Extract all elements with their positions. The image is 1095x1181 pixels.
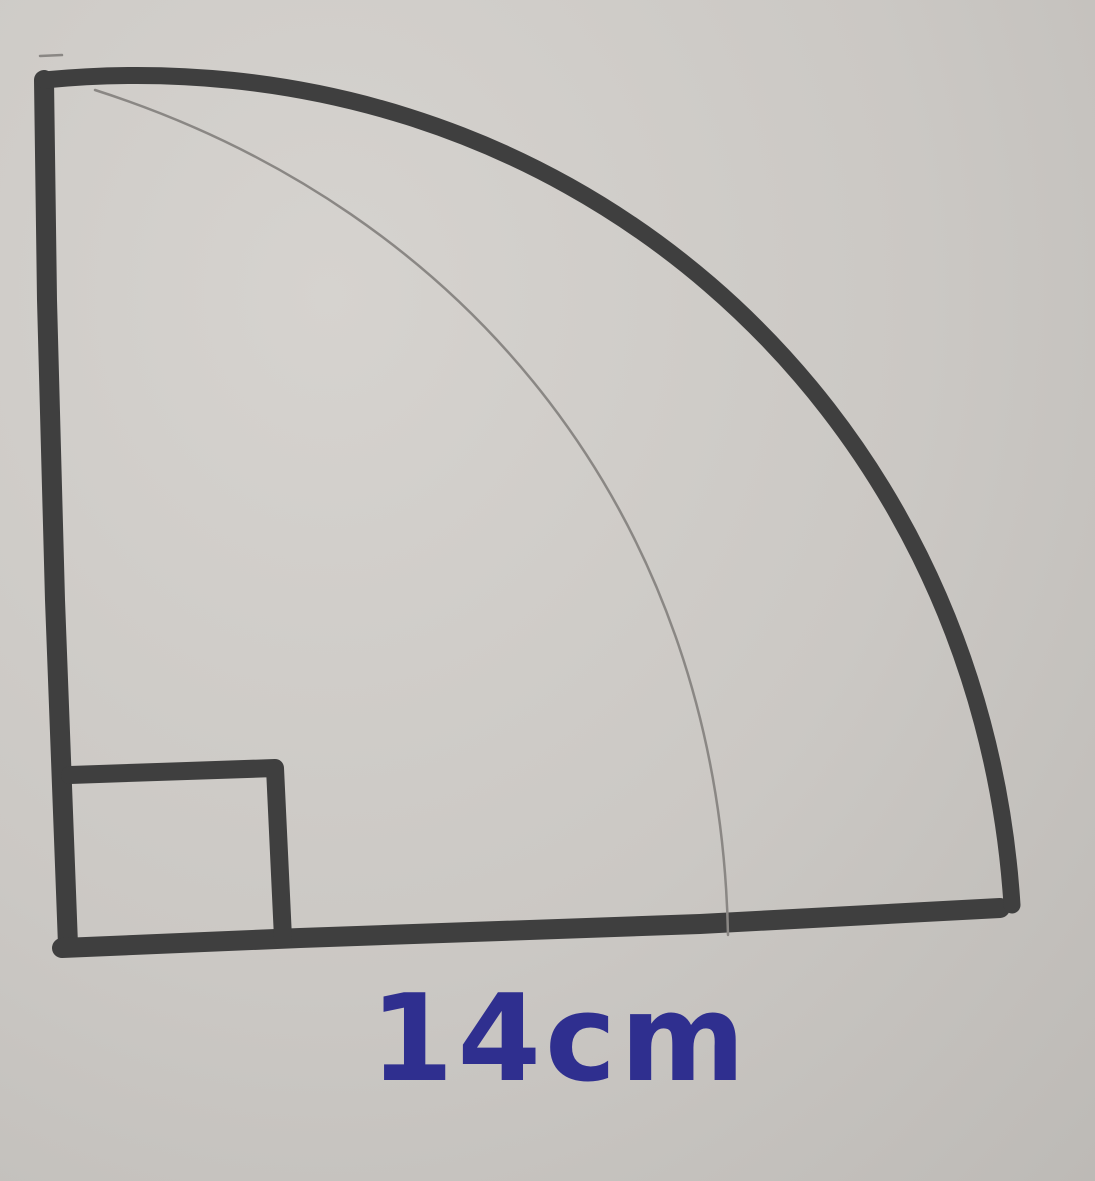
- corner-mark: [38, 53, 64, 58]
- outer-arc: [35, 67, 1021, 914]
- horizontal-radius-line: [52, 898, 1010, 958]
- vertical-radius-line: [34, 70, 78, 955]
- right-angle-marker: [61, 759, 292, 947]
- radius-label: 14cm: [370, 970, 749, 1109]
- inner-construction-arc: [93, 88, 730, 937]
